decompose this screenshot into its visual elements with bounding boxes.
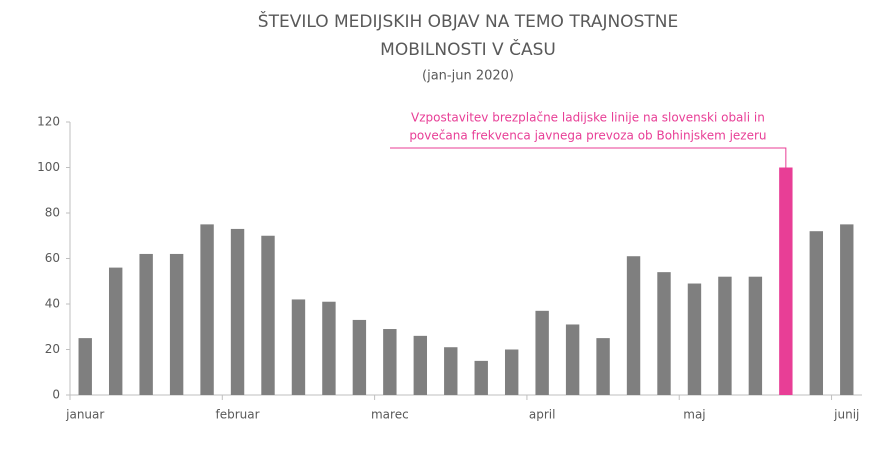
bar	[504, 349, 519, 395]
bar	[169, 253, 184, 395]
bar	[626, 256, 641, 395]
bar	[748, 276, 763, 395]
bar	[291, 299, 306, 395]
y-tick-label: 60	[45, 251, 60, 265]
bar	[444, 347, 458, 395]
bar	[261, 235, 275, 395]
y-tick-label: 80	[45, 206, 60, 220]
bar	[687, 283, 702, 395]
chart-title: ŠTEVILO MEDIJSKIH OBJAV NA TEMO TRAJNOST…	[258, 10, 678, 32]
bar	[840, 224, 854, 395]
x-tick-label: junij	[833, 408, 859, 422]
bar	[565, 324, 580, 395]
bar	[718, 276, 732, 395]
x-tick-label: februar	[216, 408, 260, 422]
y-tick-label: 100	[37, 160, 60, 174]
bar	[383, 329, 397, 395]
bar	[413, 335, 428, 395]
chart-title: MOBILNOSTI V ČASU	[380, 38, 556, 60]
bar	[809, 231, 824, 395]
x-tick-label: april	[529, 408, 556, 422]
y-tick-label: 0	[52, 388, 60, 402]
bar	[78, 338, 92, 395]
bar	[139, 253, 153, 395]
bar	[474, 360, 488, 395]
chart-subtitle: (jan-jun 2020)	[422, 69, 514, 84]
bar	[200, 224, 214, 395]
y-tick-label: 20	[45, 342, 60, 356]
bar	[108, 267, 123, 395]
bar	[322, 301, 336, 395]
bar	[779, 167, 793, 395]
y-tick-label: 40	[45, 297, 60, 311]
annotation-text: Vzpostavitev brezplačne ladijske linije …	[411, 111, 765, 125]
x-tick-label: maj	[683, 408, 705, 422]
bar	[352, 319, 367, 395]
x-tick-label: marec	[371, 408, 409, 422]
bar	[230, 228, 245, 395]
bar	[657, 272, 671, 395]
annotation-text: povečana frekvenca javnega prevoza ob Bo…	[409, 129, 766, 143]
annotation-leader	[390, 147, 787, 168]
y-tick-label: 120	[37, 115, 60, 129]
x-tick-label: januar	[65, 408, 104, 422]
bar	[596, 338, 610, 395]
bar	[535, 310, 549, 395]
